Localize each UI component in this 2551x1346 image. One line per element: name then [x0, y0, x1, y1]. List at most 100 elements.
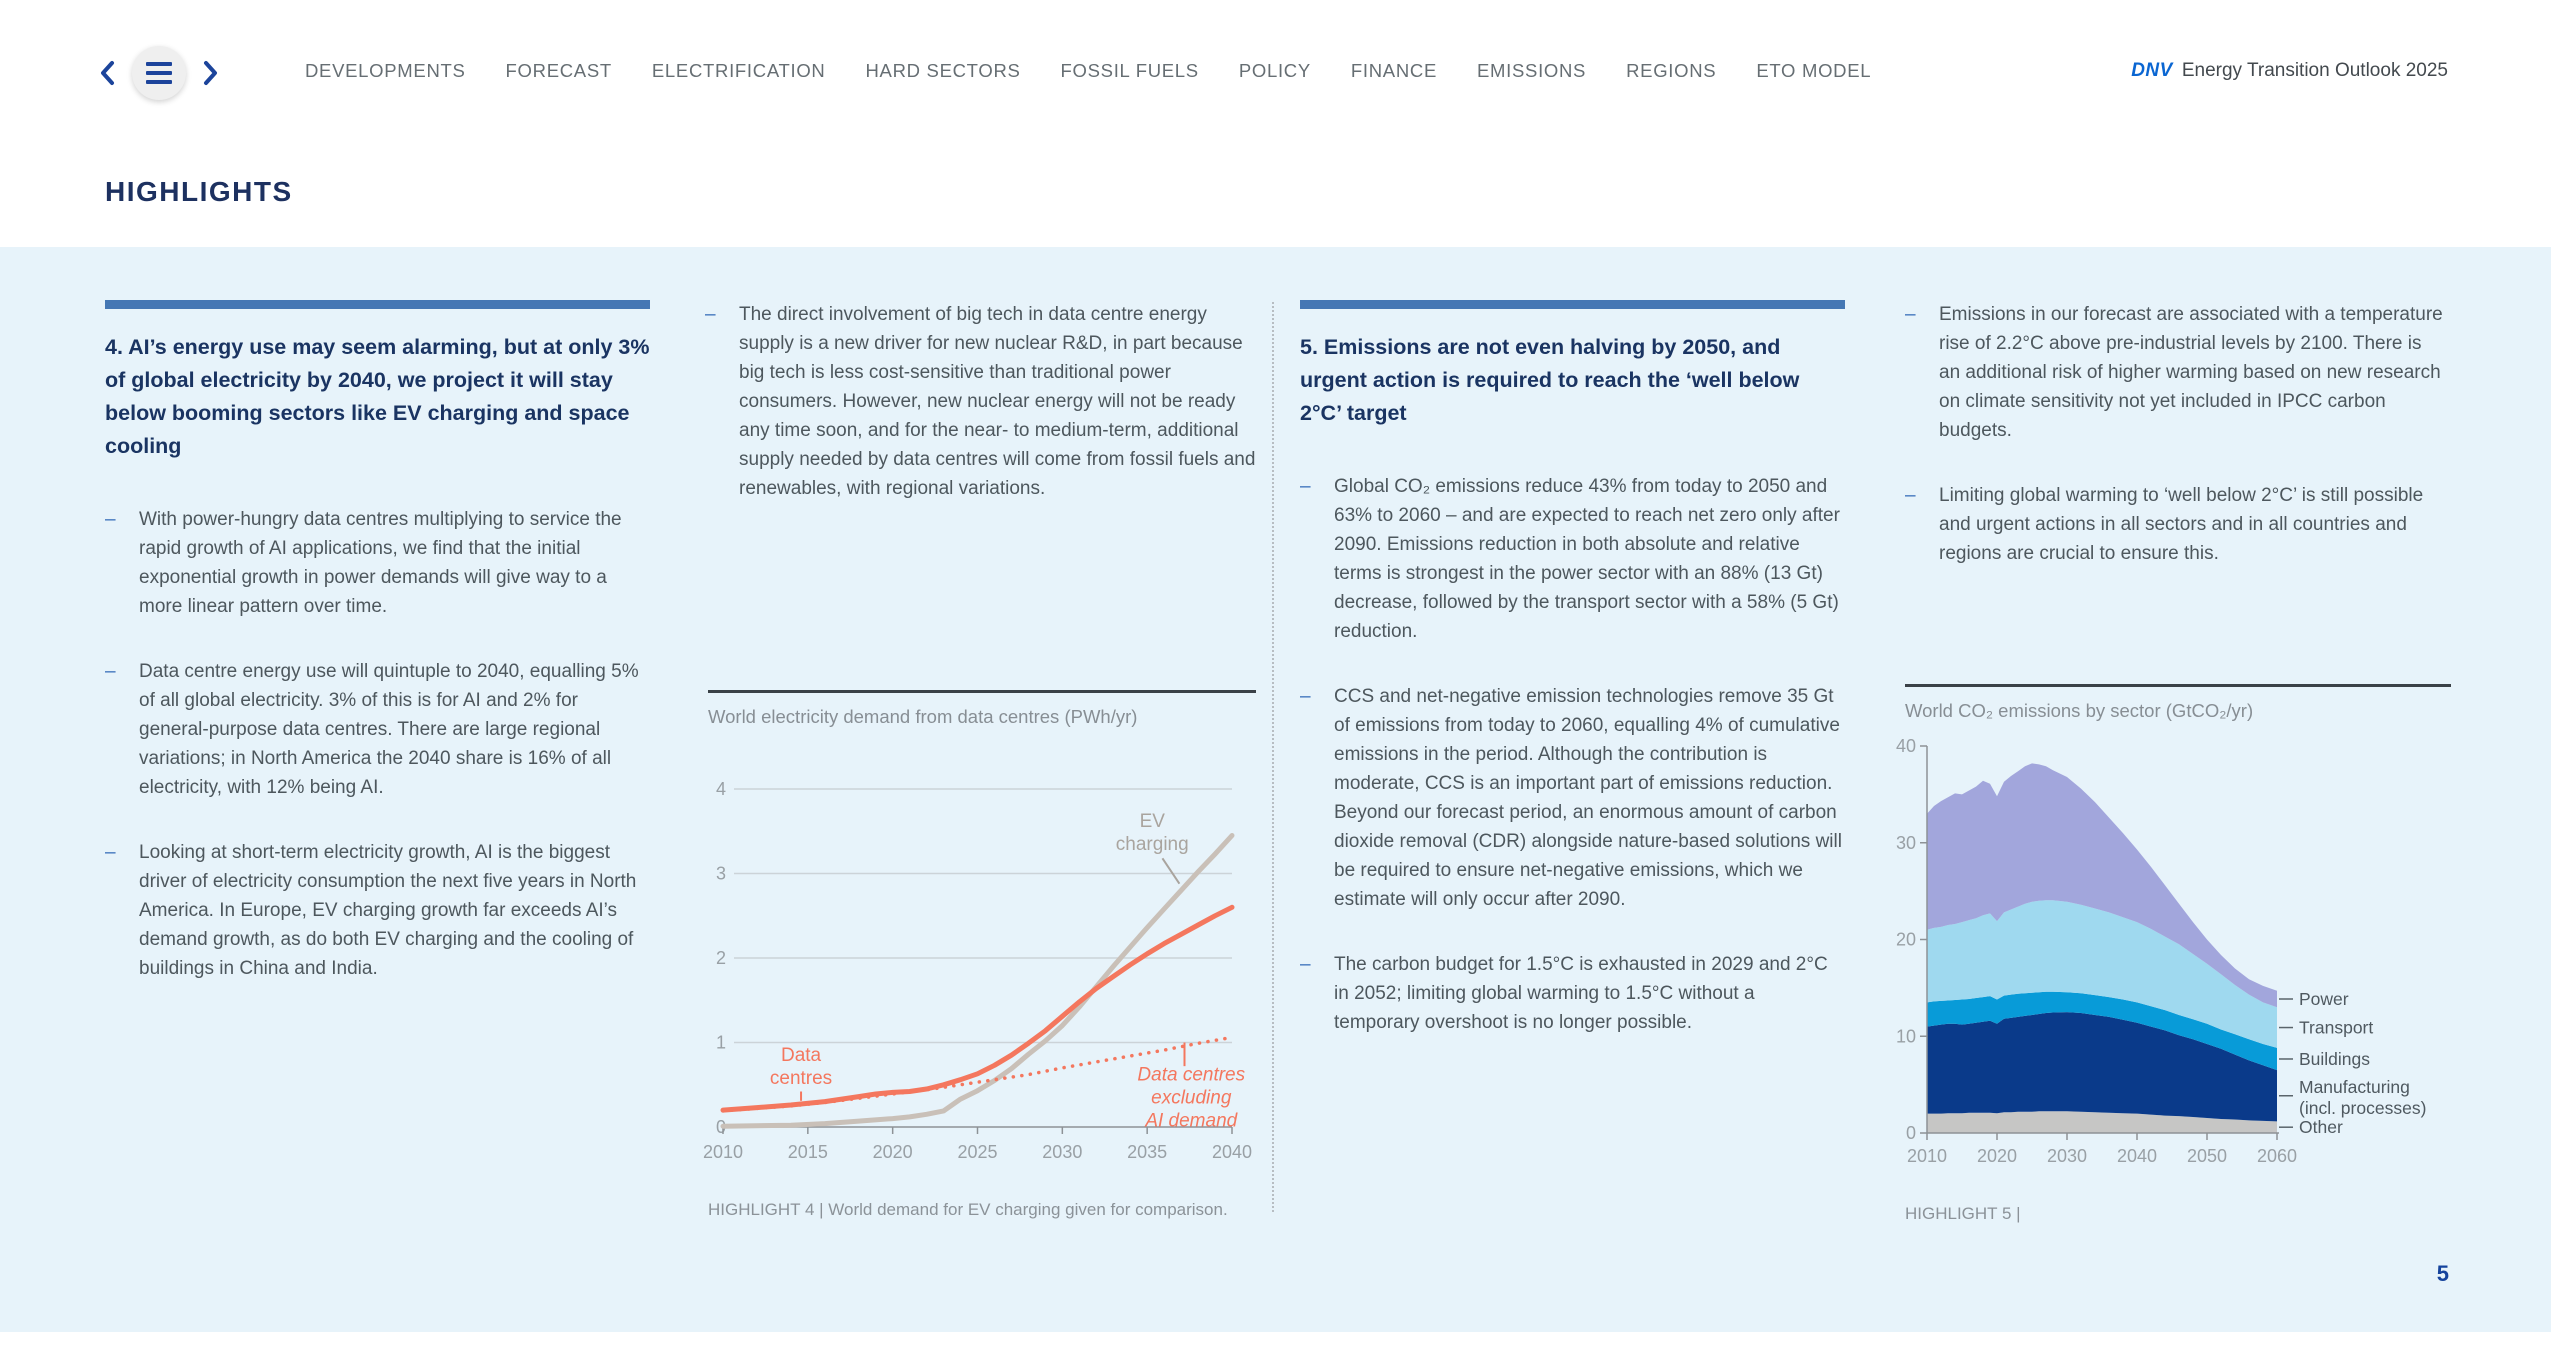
dash-bullet-icon: – — [1300, 686, 1311, 707]
dash-bullet-icon: – — [705, 304, 716, 325]
pager-controls — [98, 44, 220, 102]
brand: DNV Energy Transition Outlook 2025 — [2131, 60, 2448, 82]
x-tick-label: 2010 — [703, 1142, 743, 1162]
list-item: – Global CO₂ emissions reduce 43% from t… — [1300, 472, 1845, 646]
dnv-logo: DNV — [2131, 60, 2173, 81]
y-tick-label: 3 — [716, 864, 726, 884]
chart-title: World CO₂ emissions by sector (GtCO₂/yr) — [1905, 700, 2254, 721]
y-tick-label: 2 — [716, 948, 726, 968]
chart-caption: HIGHLIGHT 5 | — [1905, 1204, 2021, 1223]
annotation-pointer — [1161, 857, 1181, 885]
chevron-left-icon — [101, 61, 114, 85]
chart-annotation: EV charging — [1116, 811, 1189, 855]
legend-label: Power — [2299, 989, 2349, 1009]
list-item: – Emissions in our forecast are associat… — [1905, 300, 2445, 445]
data-centres-chart: World electricity demand from data centr… — [703, 690, 1256, 1220]
list-item: – Looking at short-term electricity grow… — [105, 838, 650, 983]
dash-bullet-icon: – — [105, 661, 116, 682]
dash-bullet-icon: – — [1905, 485, 1916, 506]
legend-label: (incl. processes) — [2299, 1098, 2426, 1118]
legend-label: Manufacturing — [2299, 1077, 2410, 1097]
page-number: 5 — [2436, 1261, 2449, 1286]
x-tick-label: 2030 — [1042, 1142, 1082, 1162]
hamburger-icon — [146, 62, 172, 66]
area-power — [1927, 763, 2277, 1008]
x-tick-label: 2040 — [1212, 1142, 1252, 1162]
content-panel — [0, 247, 2551, 1332]
nav-item-forecast[interactable]: FORECAST — [505, 60, 612, 81]
chart-top-rule — [708, 690, 1256, 693]
list-item: – CCS and net-negative emission technolo… — [1300, 682, 1845, 914]
chart-annotation: Data centres — [770, 1045, 832, 1089]
list-item: – Data centre energy use will quintuple … — [105, 657, 650, 802]
menu-button[interactable] — [132, 46, 186, 100]
y-tick-label: 40 — [1896, 736, 1916, 756]
y-tick-label: 0 — [1906, 1123, 1916, 1143]
accent-bar — [105, 300, 650, 309]
accent-bar — [1300, 300, 1845, 309]
previous-page-button[interactable] — [98, 59, 116, 87]
x-tick-label: 2035 — [1127, 1142, 1167, 1162]
co2-emissions-chart: World CO₂ emissions by sector (GtCO₂/yr)… — [1896, 684, 2451, 1224]
nav-item-hard-sectors[interactable]: HARD SECTORS — [865, 60, 1021, 81]
y-tick-label: 10 — [1896, 1026, 1916, 1046]
chart-annotation: Data centres excluding AI demand — [1137, 1065, 1245, 1132]
page-title: HIGHLIGHTS — [105, 176, 293, 207]
column-highlight-4-cont: – The direct involvement of big tech in … — [705, 300, 1257, 539]
chart-top-rule — [1905, 684, 2451, 687]
nav-item-regions[interactable]: REGIONS — [1626, 60, 1717, 81]
y-tick-label: 1 — [716, 1033, 726, 1053]
nav-item-eto-model[interactable]: ETO MODEL — [1756, 60, 1872, 81]
dash-bullet-icon: – — [1300, 954, 1311, 975]
x-tick-label: 2050 — [2187, 1146, 2227, 1166]
dash-bullet-icon: – — [1905, 304, 1916, 325]
highlight-5-heading: 5. Emissions are not even halving by 205… — [1300, 335, 1800, 425]
chart-title: World electricity demand from data centr… — [708, 706, 1138, 727]
legend-label: Transport — [2299, 1018, 2373, 1038]
y-tick-label: 20 — [1896, 930, 1916, 950]
column-divider — [1272, 302, 1274, 1212]
x-tick-label: 2025 — [957, 1142, 997, 1162]
x-tick-label: 2020 — [873, 1142, 913, 1162]
list-item: – The carbon budget for 1.5°C is exhaust… — [1300, 950, 1845, 1037]
dash-bullet-icon: – — [105, 509, 116, 530]
legend-label: Buildings — [2299, 1049, 2370, 1069]
area-other — [1927, 1111, 2277, 1133]
y-tick-label: 30 — [1896, 833, 1916, 853]
list-item: – With power-hungry data centres multipl… — [105, 505, 650, 621]
list-item: – The direct involvement of big tech in … — [705, 300, 1257, 503]
series-data-centres — [720, 904, 1235, 1113]
nav-item-emissions[interactable]: EMISSIONS — [1477, 60, 1587, 81]
x-tick-label: 2060 — [2257, 1146, 2297, 1166]
x-tick-label: 2040 — [2117, 1146, 2157, 1166]
chevron-right-icon — [204, 61, 217, 85]
dash-bullet-icon: – — [105, 842, 116, 863]
area-buildings — [1927, 991, 2277, 1071]
column-highlight-5: 5. Emissions are not even halving by 205… — [1300, 300, 1845, 1073]
x-tick-label: 2020 — [1977, 1146, 2017, 1166]
area-manufacturing — [1927, 1012, 2277, 1122]
y-tick-label: 4 — [716, 779, 726, 799]
x-tick-label: 2010 — [1907, 1146, 1947, 1166]
x-tick-label: 2015 — [788, 1142, 828, 1162]
nav-item-finance[interactable]: FINANCE — [1350, 60, 1437, 81]
nav-item-developments[interactable]: DEVELOPMENTS — [305, 60, 466, 81]
brand-title: Energy Transition Outlook 2025 — [2181, 60, 2448, 81]
highlight-4-heading: 4. AI’s energy use may seem alarming, bu… — [105, 335, 650, 458]
column-highlight-5-cont: – Emissions in our forecast are associat… — [1905, 300, 2445, 604]
list-item: – Limiting global warming to ‘well below… — [1905, 481, 2445, 568]
next-page-button[interactable] — [202, 59, 220, 87]
nav-item-policy[interactable]: POLICY — [1238, 60, 1311, 81]
nav-item-electrification[interactable]: ELECTRIFICATION — [651, 60, 826, 81]
area-transport — [1927, 900, 2277, 1048]
main-nav: DEVELOPMENTS FORECAST ELECTRIFICATION HA… — [305, 60, 1871, 82]
x-tick-label: 2030 — [2047, 1146, 2087, 1166]
nav-item-fossil-fuels[interactable]: FOSSIL FUELS — [1060, 60, 1199, 81]
column-highlight-4: 4. AI’s energy use may seem alarming, bu… — [105, 300, 650, 1019]
legend-label: Other — [2299, 1117, 2343, 1137]
dash-bullet-icon: – — [1300, 476, 1311, 497]
series-ev-charging — [720, 833, 1235, 1129]
